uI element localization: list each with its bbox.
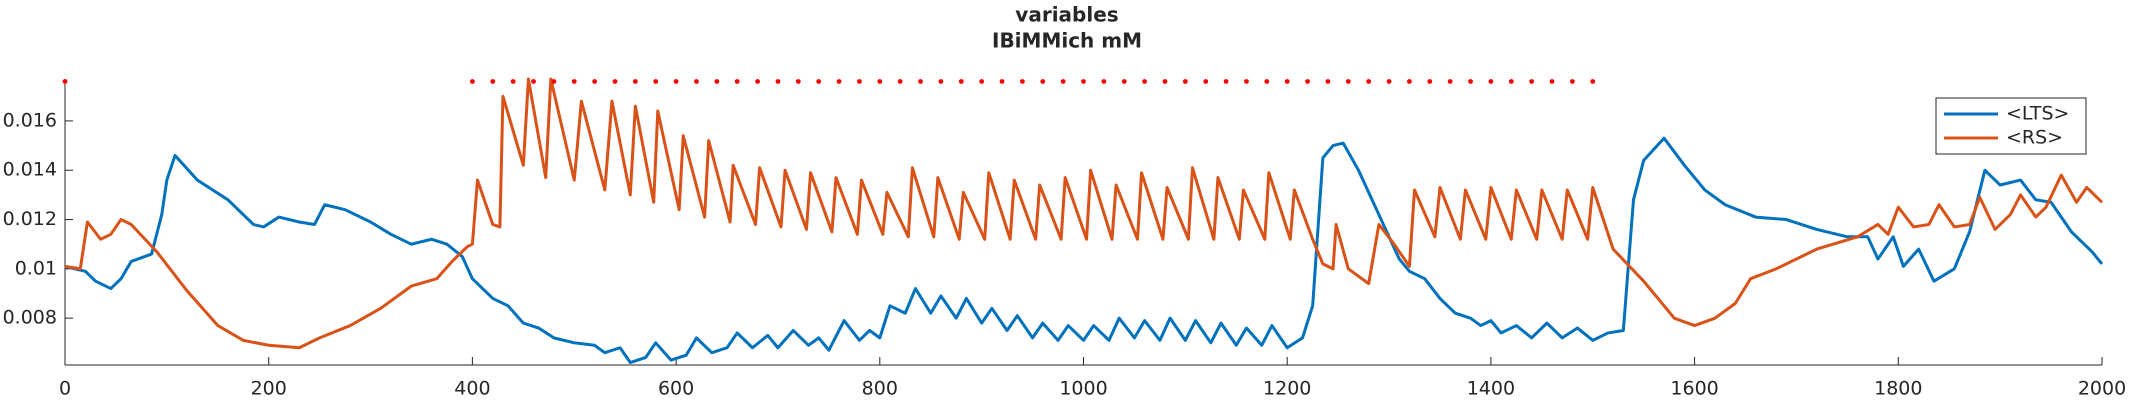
spike-marker — [1264, 79, 1270, 84]
x-tick-label: 1000 — [1059, 378, 1107, 400]
spike-marker — [714, 79, 720, 84]
spike-marker — [979, 79, 985, 84]
spike-marker — [1345, 79, 1351, 84]
spike-marker — [1040, 79, 1046, 84]
chart-subtitle: IBiMMich mM — [992, 29, 1142, 53]
spike-marker — [1529, 79, 1535, 84]
spike-marker — [958, 79, 964, 84]
spike-marker — [531, 79, 536, 84]
x-tick-label: 400 — [454, 378, 490, 400]
spike-marker — [1223, 79, 1229, 84]
spike-marker — [490, 79, 496, 84]
x-tick-label: 1600 — [1670, 378, 1718, 400]
spike-marker — [857, 79, 862, 84]
spike-marker — [1508, 79, 1514, 84]
spike-marker — [1488, 79, 1494, 84]
spike-marker — [1407, 79, 1412, 84]
spike-marker — [592, 79, 598, 84]
spike-marker — [1081, 79, 1086, 84]
spike-marker — [1101, 79, 1107, 84]
x-tick-label: 2000 — [2078, 378, 2126, 400]
x-tick-label: 800 — [862, 378, 898, 400]
spike-marker — [938, 79, 944, 84]
spike-marker — [571, 79, 577, 84]
spike-marker — [1325, 79, 1331, 84]
spike-marker — [470, 79, 475, 84]
spike-marker — [1447, 79, 1453, 84]
spike-marker — [62, 79, 68, 84]
spike-marker — [1366, 79, 1372, 84]
spike-marker — [694, 79, 699, 84]
spike-marker — [877, 79, 883, 84]
y-tick-label: 0.016 — [3, 109, 57, 131]
series-line — [64, 136, 2104, 365]
spike-marker — [551, 79, 557, 84]
spike-marker — [836, 79, 842, 84]
legend-label: <LTS> — [2006, 103, 2069, 125]
spike-marker — [1121, 79, 1127, 84]
legend-label: <RS> — [2006, 127, 2063, 149]
legend-box — [1935, 97, 2087, 155]
y-tick-label: 0.012 — [3, 208, 57, 230]
spike-marker — [510, 79, 516, 84]
spike-marker — [999, 79, 1005, 84]
spike-marker — [734, 79, 740, 84]
spike-marker — [1427, 79, 1433, 84]
x-tick-label: 1400 — [1467, 378, 1515, 400]
y-tick-label: 0.014 — [3, 159, 57, 181]
x-tick-label: 1200 — [1263, 378, 1311, 400]
spike-marker — [1549, 79, 1555, 84]
spike-marker — [612, 79, 618, 84]
spike-marker — [673, 79, 679, 84]
y-tick-label: 0.01 — [15, 257, 57, 279]
spike-marker — [1019, 79, 1025, 84]
spike-marker — [816, 79, 822, 84]
y-tick-label: 0.008 — [3, 307, 57, 329]
x-tick-label: 200 — [251, 378, 287, 400]
x-tick-label: 0 — [59, 378, 71, 400]
spike-marker — [632, 79, 638, 84]
spike-marker — [795, 79, 801, 84]
spike-marker — [1305, 79, 1310, 84]
spike-marker — [1203, 79, 1209, 84]
spike-marker — [1284, 79, 1290, 84]
spike-marker — [1060, 79, 1066, 84]
chart-title: variables — [1015, 3, 1118, 27]
spike-marker — [1468, 79, 1473, 84]
spike-marker — [1244, 79, 1249, 84]
spike-marker — [1142, 79, 1148, 84]
spike-marker — [775, 79, 781, 84]
spike-marker — [1162, 79, 1168, 84]
spike-marker — [755, 79, 760, 84]
spike-marker — [653, 79, 659, 84]
spike-marker — [918, 79, 923, 84]
x-tick-label: 1800 — [1874, 378, 1922, 400]
spike-marker — [1590, 79, 1596, 84]
series-line — [64, 77, 2104, 350]
spike-marker — [1182, 79, 1188, 84]
x-tick-label: 600 — [658, 378, 694, 400]
spike-marker — [1569, 79, 1575, 84]
spike-marker — [1386, 79, 1392, 84]
spike-marker — [897, 79, 903, 84]
